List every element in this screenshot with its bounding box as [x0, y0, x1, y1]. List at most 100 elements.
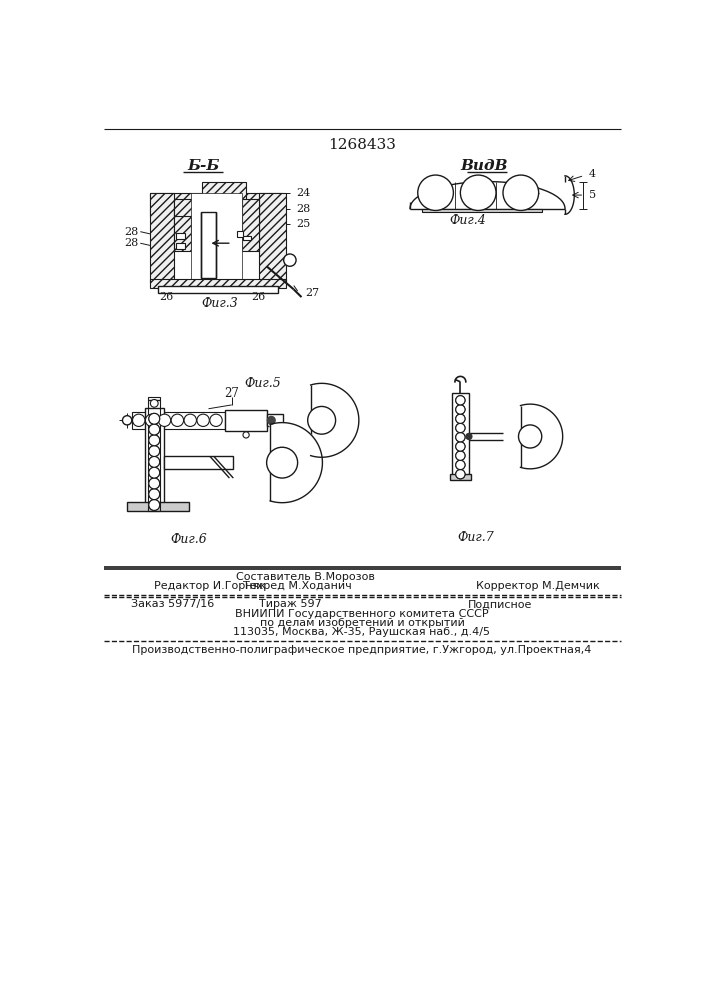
Circle shape: [149, 435, 160, 446]
Text: Составитель В.Морозов: Составитель В.Морозов: [236, 572, 375, 582]
Text: Техред М.Ходанич: Техред М.Ходанич: [243, 581, 352, 591]
Circle shape: [456, 423, 465, 433]
Text: 24: 24: [296, 188, 310, 198]
Circle shape: [460, 175, 496, 210]
Bar: [151, 193, 174, 282]
Bar: [421, 209, 542, 212]
Text: Заказ 5977/16: Заказ 5977/16: [131, 599, 214, 609]
Text: 27: 27: [305, 288, 320, 298]
Circle shape: [210, 414, 222, 426]
Circle shape: [518, 425, 542, 448]
Text: 26: 26: [252, 292, 266, 302]
Text: 25: 25: [296, 219, 310, 229]
Text: 28: 28: [124, 227, 139, 237]
Text: Редактор И.Горняк: Редактор И.Горняк: [154, 581, 267, 591]
Bar: [174, 209, 191, 251]
Circle shape: [149, 478, 160, 489]
Bar: [145, 408, 163, 509]
Text: Фиг.5: Фиг.5: [245, 377, 281, 390]
Bar: [243, 236, 251, 240]
Bar: [176, 243, 185, 249]
Circle shape: [149, 446, 160, 456]
Bar: [151, 193, 216, 216]
Bar: [127, 502, 189, 511]
Circle shape: [243, 432, 249, 438]
Bar: [216, 193, 282, 216]
Circle shape: [503, 175, 539, 210]
Circle shape: [151, 400, 158, 407]
Circle shape: [149, 500, 160, 510]
Bar: [148, 397, 160, 511]
Text: 113035, Москва, Ж-35, Раушская наб., д.4/5: 113035, Москва, Ж-35, Раушская наб., д.4…: [233, 627, 491, 637]
Circle shape: [466, 433, 472, 440]
Text: Подписное: Подписное: [468, 599, 532, 609]
Polygon shape: [270, 423, 322, 503]
Circle shape: [308, 406, 336, 434]
Circle shape: [267, 416, 275, 424]
Circle shape: [456, 470, 465, 479]
Text: 27: 27: [224, 387, 239, 400]
Bar: [259, 193, 286, 282]
Circle shape: [149, 413, 160, 424]
Text: 4: 4: [589, 169, 596, 179]
Circle shape: [149, 435, 160, 446]
Text: Корректор М.Демчик: Корректор М.Демчик: [476, 581, 600, 591]
Circle shape: [456, 405, 465, 414]
Circle shape: [456, 396, 465, 405]
Text: Фиг.4: Фиг.4: [450, 214, 486, 227]
Bar: [176, 233, 185, 239]
Circle shape: [456, 414, 465, 423]
Text: Фиг.6: Фиг.6: [171, 533, 207, 546]
Text: 28: 28: [296, 204, 310, 214]
Circle shape: [456, 396, 465, 405]
Text: Тираж 597: Тираж 597: [259, 599, 322, 609]
Bar: [267, 414, 283, 426]
Circle shape: [456, 451, 465, 460]
Circle shape: [456, 414, 465, 423]
Circle shape: [456, 442, 465, 451]
Circle shape: [149, 467, 160, 478]
Circle shape: [149, 489, 160, 500]
Text: 5: 5: [589, 190, 596, 200]
Circle shape: [456, 405, 465, 414]
Text: ВНИИПИ Государственного комитета СССР: ВНИИПИ Государственного комитета СССР: [235, 609, 489, 619]
Text: 28: 28: [124, 238, 139, 248]
Circle shape: [284, 254, 296, 266]
Text: Фиг.3: Фиг.3: [201, 297, 238, 310]
Circle shape: [267, 447, 298, 478]
Bar: [452, 393, 469, 477]
Bar: [151, 279, 286, 288]
Circle shape: [456, 470, 465, 479]
Bar: [237, 231, 243, 237]
Bar: [132, 412, 225, 429]
Circle shape: [418, 175, 453, 210]
Bar: [225, 410, 267, 431]
Circle shape: [149, 500, 160, 510]
Bar: [450, 474, 472, 480]
Polygon shape: [310, 383, 359, 457]
Circle shape: [122, 416, 132, 425]
Circle shape: [456, 451, 465, 460]
Circle shape: [171, 414, 184, 426]
Bar: [202, 182, 246, 199]
Circle shape: [456, 460, 465, 470]
Circle shape: [197, 414, 209, 426]
Circle shape: [149, 446, 160, 456]
Circle shape: [149, 489, 160, 500]
Bar: [191, 193, 242, 282]
Circle shape: [149, 456, 160, 467]
Text: 26: 26: [159, 292, 173, 302]
Circle shape: [149, 424, 160, 435]
Circle shape: [149, 424, 160, 435]
Bar: [174, 199, 216, 216]
Bar: [163, 456, 233, 469]
Circle shape: [456, 460, 465, 470]
Circle shape: [456, 433, 465, 442]
Circle shape: [456, 423, 465, 433]
Text: ВидВ: ВидВ: [460, 159, 508, 173]
Circle shape: [146, 414, 158, 426]
Circle shape: [456, 442, 465, 451]
Text: Производственно-полиграфическое предприятие, г.Ужгород, ул.Проектная,4: Производственно-полиграфическое предприя…: [132, 645, 592, 655]
Text: Фиг.7: Фиг.7: [457, 531, 494, 544]
Bar: [201, 212, 216, 278]
